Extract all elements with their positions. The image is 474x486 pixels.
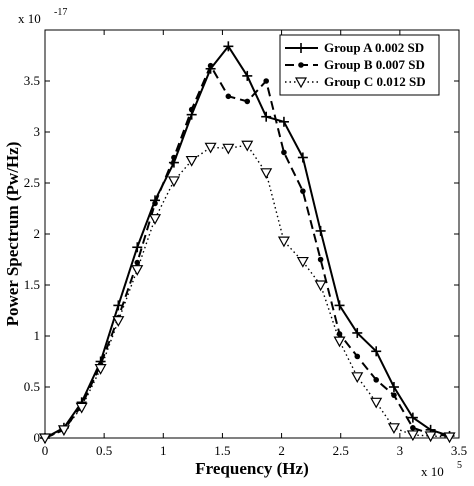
x-tick-label: 1 [160, 443, 167, 458]
data-point-group-c [260, 168, 273, 180]
data-point-group-c [185, 155, 198, 167]
data-point-group-c [351, 372, 364, 384]
data-point-group-c [277, 236, 290, 248]
series-line-group-c [44, 144, 450, 439]
x-tick-label: 3 [397, 443, 404, 458]
y-tick-label: 0 [34, 430, 41, 445]
x-tick-label: 1.5 [214, 443, 230, 458]
data-point-group-a [388, 382, 399, 392]
data-point-group-b [171, 154, 177, 161]
data-point-group-b [391, 392, 397, 398]
data-point-group-b [317, 256, 324, 263]
data-point-group-c [241, 140, 254, 152]
y-tick-label: 3.5 [24, 73, 40, 88]
data-point-group-a [132, 242, 143, 253]
data-point-group-c [131, 265, 144, 276]
legend-label-group-b: Group B 0.007 SD [324, 57, 425, 72]
legend: Group A 0.002 SD Group B 0.007 SD Group … [279, 34, 440, 96]
y-tick-label: 1 [34, 328, 41, 343]
x-multiplier-exponent: 5 [457, 460, 462, 471]
data-point-group-a [371, 346, 382, 357]
y-multiplier-base: x 10 [18, 11, 41, 26]
data-point-group-a [297, 152, 308, 163]
data-point-group-c [222, 143, 235, 155]
data-point-group-a [334, 300, 345, 311]
data-point-group-c [370, 397, 383, 409]
y-multiplier-exponent: -17 [54, 7, 67, 18]
data-point-group-a [315, 225, 326, 236]
y-tick-label: 2.5 [24, 175, 40, 190]
data-point-group-c [94, 364, 107, 375]
y-tick-label: 1.5 [24, 277, 40, 292]
data-point-group-b [207, 62, 214, 69]
data-point-group-b [373, 377, 380, 383]
legend-entry-group-a: Group A 0.002 SD [285, 40, 424, 55]
data-point-group-c [406, 430, 419, 442]
data-point-group-c [204, 142, 217, 154]
x-tick-label: 0 [42, 443, 49, 458]
data-point-group-c [387, 423, 400, 435]
data-point-group-a [278, 116, 289, 127]
series-layer [38, 41, 456, 445]
x-tick-label: 3.5 [451, 443, 467, 458]
series-group-c [38, 140, 456, 445]
legend-entry-group-c: Group C 0.012 SD [285, 74, 426, 89]
y-tick-label: 2 [34, 226, 41, 241]
x-tick-label: 2 [278, 443, 285, 458]
data-point-group-c [296, 256, 309, 268]
legend-label-group-a: Group A 0.002 SD [324, 40, 424, 55]
data-point-group-b [244, 98, 251, 105]
data-point-group-a [242, 70, 253, 81]
data-point-group-c [38, 433, 52, 445]
series-line-group-b [44, 63, 450, 439]
data-point-group-b [188, 106, 195, 113]
data-point-group-c [57, 425, 70, 437]
y-tick-label: 3 [34, 124, 41, 139]
legend-label-group-c: Group C 0.012 SD [324, 74, 426, 89]
data-point-group-c [75, 402, 88, 414]
data-point-group-c [112, 316, 125, 327]
legend-marker-group-b [298, 62, 304, 68]
data-point-group-b [152, 200, 158, 207]
data-point-group-a [352, 327, 363, 338]
data-point-group-a [223, 41, 234, 52]
data-point-group-c [333, 336, 346, 348]
data-point-group-b [225, 93, 232, 100]
x-axis-ticks: 0 0.5 1 1.5 2 2.5 3 3.5 [42, 30, 467, 458]
data-point-group-b [354, 353, 361, 360]
x-axis-multiplier: x 10 5 [421, 460, 462, 479]
data-point-group-b [281, 149, 287, 156]
data-point-group-a [407, 412, 418, 423]
x-axis-label: Frequency (Hz) [195, 459, 308, 478]
data-point-group-b [263, 78, 269, 84]
data-point-group-c [314, 280, 327, 292]
y-axis-label: Power Spectrum (Pw/Hz) [3, 142, 22, 327]
legend-marker-group-a [296, 43, 306, 53]
data-point-group-b [410, 425, 416, 431]
x-multiplier-base: x 10 [421, 464, 444, 479]
x-tick-label: 2.5 [333, 443, 349, 458]
x-tick-label: 0.5 [96, 443, 112, 458]
data-point-group-c [424, 431, 437, 443]
series-line-group-a [44, 44, 450, 439]
y-tick-label: 0.5 [24, 379, 40, 394]
data-point-group-b [300, 188, 306, 194]
data-point-group-c [148, 214, 162, 225]
y-axis-multiplier: x 10 -17 [18, 7, 67, 26]
data-point-group-a [261, 111, 272, 122]
series-group-b [42, 62, 453, 441]
y-axis-ticks: 0 0.5 1 1.5 2 2.5 3 3.5 [24, 73, 459, 445]
data-point-group-c [167, 176, 180, 188]
data-point-group-b [336, 331, 343, 337]
legend-marker-group-c [294, 77, 308, 89]
legend-entry-group-b: Group B 0.007 SD [285, 57, 425, 72]
data-point-group-c [443, 432, 456, 444]
